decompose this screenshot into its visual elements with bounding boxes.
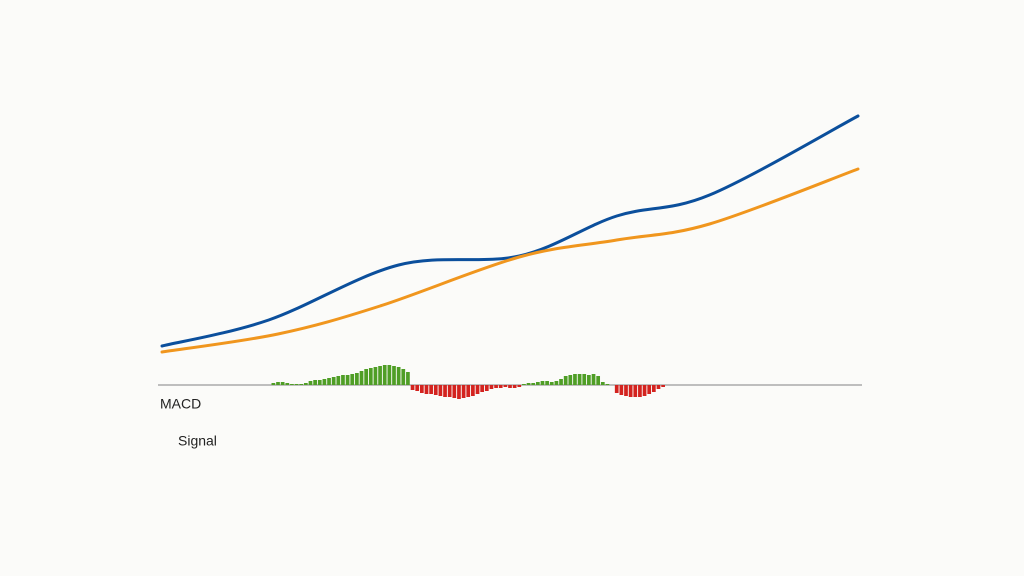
histogram-bar <box>452 385 457 398</box>
histogram-bar <box>638 385 642 397</box>
histogram-bar <box>415 385 420 391</box>
histogram-bar <box>368 368 373 385</box>
histogram-bar <box>322 379 327 385</box>
histogram-bar <box>299 384 304 385</box>
histogram-bar <box>531 383 536 385</box>
histogram-bar <box>508 385 512 388</box>
histogram-bar <box>554 381 559 385</box>
histogram-bar <box>424 385 429 394</box>
histogram-bar <box>661 385 665 387</box>
histogram-bar <box>484 385 489 391</box>
histogram-bar <box>419 385 424 393</box>
histogram-bar <box>387 365 392 385</box>
histogram-bar <box>457 385 461 399</box>
histogram-bar <box>308 381 313 385</box>
histogram-bar <box>294 384 299 385</box>
histogram-bar <box>633 385 638 397</box>
histogram-bar <box>280 382 285 385</box>
histogram-bar <box>522 384 526 385</box>
histogram-bar <box>563 376 568 385</box>
histogram-bar <box>656 385 661 389</box>
histogram-bar <box>438 385 443 396</box>
histogram-bar <box>535 382 540 385</box>
histogram-bar <box>382 365 387 385</box>
histogram-bar <box>345 375 350 385</box>
line-series <box>160 167 860 354</box>
histogram-bar <box>433 385 438 395</box>
histogram-bar <box>600 382 605 385</box>
histogram-bar <box>494 385 498 388</box>
legend-label: Signal <box>178 433 217 449</box>
legend-label: MACD <box>160 396 201 412</box>
histogram-bar <box>614 385 619 393</box>
histogram-bar <box>475 385 480 394</box>
histogram-bar <box>392 366 396 385</box>
histogram-bar <box>573 374 577 385</box>
histogram-bar <box>378 366 382 385</box>
histogram-bar <box>559 379 563 385</box>
histogram-bar <box>503 385 508 387</box>
histogram-bar <box>327 378 331 385</box>
histogram-bar <box>341 375 345 385</box>
histogram-bar <box>489 385 494 389</box>
histogram-bar <box>276 382 280 385</box>
histogram-bar <box>303 383 308 385</box>
histogram-bar <box>443 385 447 397</box>
histogram-bar <box>364 369 369 385</box>
histogram-bar <box>568 375 573 385</box>
histogram-bar <box>605 384 610 385</box>
histogram-bar <box>461 385 466 398</box>
histogram-bar <box>313 380 317 385</box>
histogram-bar <box>582 374 587 385</box>
histogram-bar <box>642 385 647 396</box>
histogram-bar <box>587 375 591 385</box>
histogram-bar <box>517 385 522 387</box>
histogram-bar <box>271 383 276 385</box>
histogram-bar <box>355 373 359 385</box>
histogram-bar <box>512 385 517 388</box>
histogram-bar <box>577 374 582 385</box>
histogram-bar <box>336 376 341 385</box>
histogram-bar <box>596 376 601 385</box>
histogram-bar <box>406 372 410 385</box>
histogram-bar <box>651 385 656 392</box>
histogram-bar <box>540 381 545 385</box>
histogram-bar <box>396 367 401 385</box>
histogram-bar <box>373 367 378 385</box>
histogram-bar <box>628 385 633 397</box>
histogram-bar <box>331 377 336 385</box>
histogram-bar <box>447 385 452 397</box>
histogram-bar <box>619 385 624 395</box>
histogram-bar <box>471 385 475 396</box>
histogram-bar <box>549 382 554 385</box>
histogram-bar <box>647 385 652 394</box>
histogram-bar <box>624 385 628 396</box>
histogram-bar <box>290 384 294 385</box>
histogram-bar <box>466 385 471 397</box>
histogram-bar <box>359 371 364 385</box>
histogram-bar <box>401 369 406 385</box>
histogram-bar <box>545 381 549 385</box>
histogram-bar <box>317 380 322 385</box>
histogram-bar <box>410 385 415 390</box>
histogram-bar <box>350 374 355 385</box>
histogram-bar <box>285 383 290 385</box>
histogram-bar <box>591 374 596 385</box>
histogram-bar <box>498 385 503 388</box>
histogram-bar <box>429 385 433 394</box>
histogram-bar <box>526 383 531 385</box>
histogram-bar <box>480 385 485 392</box>
